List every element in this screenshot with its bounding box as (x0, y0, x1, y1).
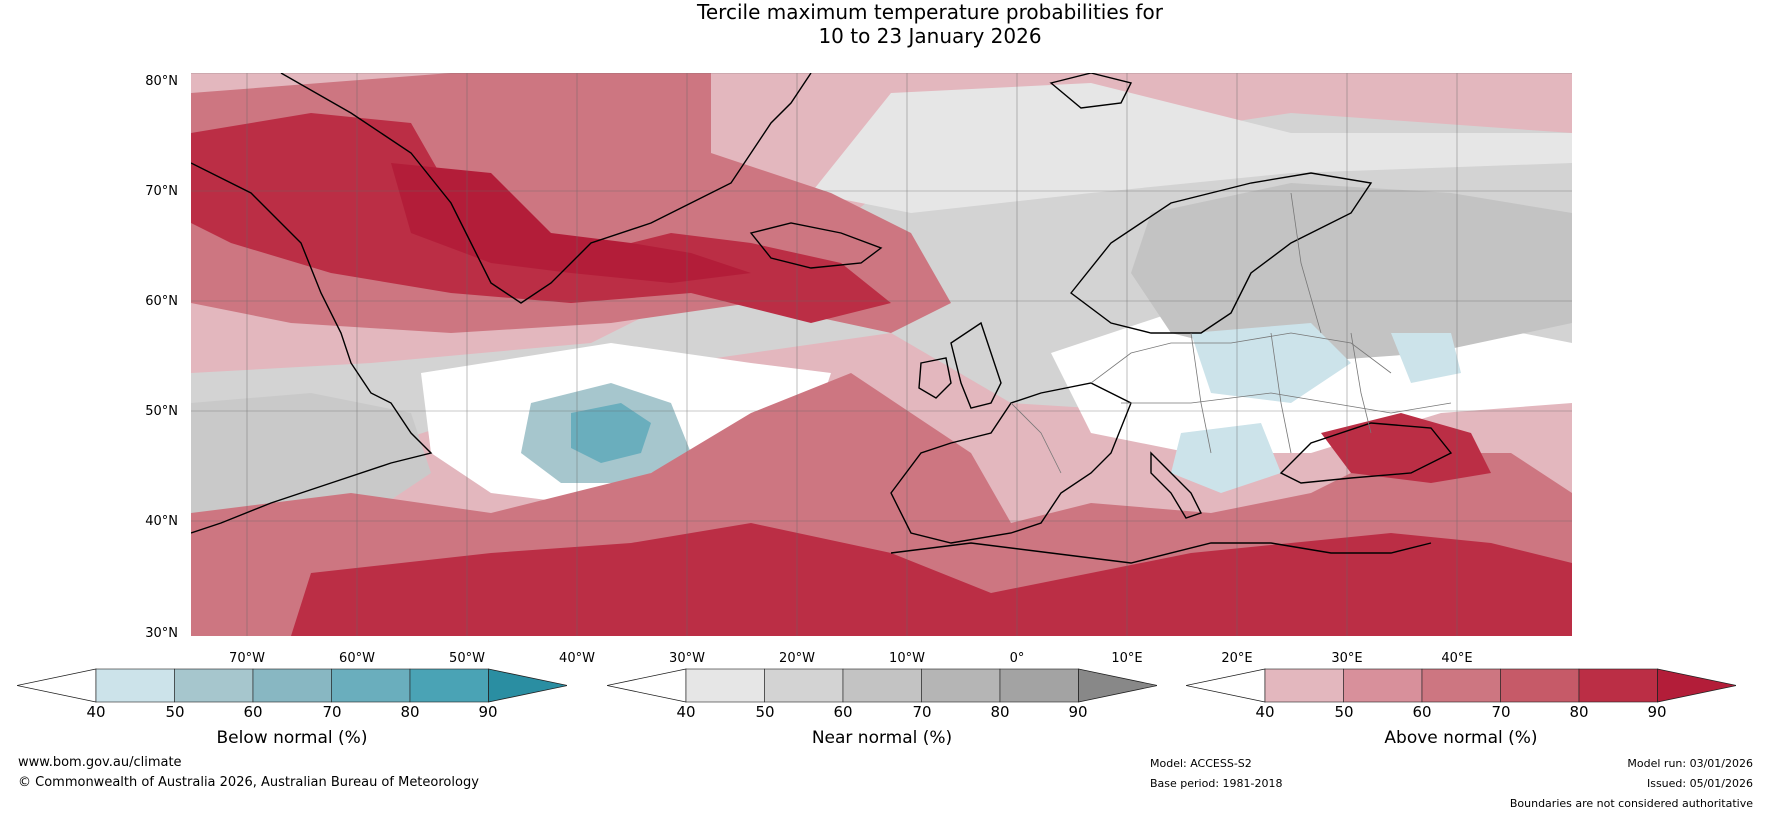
chart-title: Tercile maximum temperature probabilitie… (0, 0, 1770, 48)
lon-label-10e: 10°E (1111, 651, 1143, 666)
website-link[interactable]: www.bom.gov.au/climate (18, 755, 182, 770)
above-colorbar-segment (1421, 668, 1501, 703)
above-colorbar-segment (1578, 668, 1658, 703)
canada-coast (191, 162, 433, 534)
coastlines (191, 73, 1453, 564)
near-colorbar-segment (999, 668, 1079, 703)
below-colorbar-low-arrow (17, 668, 97, 703)
lon-label-20w: 20°W (779, 651, 815, 666)
above-colorbar-high-arrow (1657, 668, 1736, 703)
below-colorbar-segment (95, 668, 175, 703)
scandinavia-coast (1070, 172, 1373, 334)
cb-above-tick-80: 80 (1569, 703, 1589, 721)
lat-label-60n: 60°N (145, 294, 178, 309)
cb-below-tick-70: 70 (322, 703, 342, 721)
region-near-grey-north (811, 83, 1572, 213)
black-sea-coast (1279, 422, 1453, 484)
above-colorbar-low-arrow (1186, 668, 1266, 703)
cb-below-tick-40: 40 (86, 703, 106, 721)
lon-label-30e: 30°E (1331, 651, 1363, 666)
cb-below-tick-90: 90 (478, 703, 498, 721)
cb-near-tick-90: 90 (1068, 703, 1088, 721)
iberia-france-coast (890, 382, 1132, 544)
colorbar-above (1186, 668, 1736, 703)
svalbard-coast (1049, 73, 1133, 109)
graticule (191, 73, 1572, 636)
lat-label-30n: 30°N (145, 626, 178, 641)
lat-label-40n: 40°N (145, 514, 178, 529)
iceland-coast (749, 222, 883, 269)
italy-coast (1150, 451, 1202, 519)
region-above-80-blacksea (1321, 413, 1491, 483)
near-colorbar-high-arrow (1078, 668, 1157, 703)
near-colorbar-segment (921, 668, 1001, 703)
probability-map (191, 73, 1572, 636)
cb-below-label: Below normal (%) (216, 728, 368, 748)
model-run-text: Model run: 03/01/2026 (1627, 757, 1753, 770)
near-colorbar-segment (842, 668, 922, 703)
region-below-balkans (1171, 423, 1281, 493)
cb-above-tick-50: 50 (1334, 703, 1354, 721)
colorbar-near (607, 668, 1157, 703)
lon-label-10w: 10°W (889, 651, 925, 666)
title-line-1: Tercile maximum temperature probabilitie… (697, 0, 1163, 24)
below-colorbar-segment (331, 668, 411, 703)
near-colorbar-segment (764, 668, 844, 703)
below-colorbar-high-arrow (488, 668, 567, 703)
lon-label-40e: 40°E (1441, 651, 1473, 666)
issued-text: Issued: 05/01/2026 (1646, 777, 1753, 790)
cb-above-tick-40: 40 (1255, 703, 1275, 721)
lon-label-0: 0° (1009, 651, 1025, 666)
cb-below-tick-50: 50 (165, 703, 185, 721)
cb-near-tick-40: 40 (676, 703, 696, 721)
lat-label-70n: 70°N (145, 184, 178, 199)
below-colorbar-segment (174, 668, 254, 703)
cb-above-label: Above normal (%) (1384, 728, 1538, 748)
cb-above-tick-90: 90 (1647, 703, 1667, 721)
lat-label-50n: 50°N (145, 404, 178, 419)
cb-near-tick-80: 80 (990, 703, 1010, 721)
title-line-2: 10 to 23 January 2026 (818, 24, 1042, 48)
lon-label-30w: 30°W (669, 651, 705, 666)
below-colorbar-segment (252, 668, 332, 703)
mediterranean-coast (890, 542, 1432, 564)
lon-label-70w: 70°W (229, 651, 265, 666)
britain-coast (950, 321, 1002, 409)
cb-below-tick-60: 60 (243, 703, 263, 721)
cb-above-tick-60: 60 (1412, 703, 1432, 721)
lon-label-20e: 20°E (1221, 651, 1253, 666)
above-colorbar-segment (1500, 668, 1580, 703)
lon-label-40w: 40°W (559, 651, 595, 666)
above-colorbar-segment (1343, 668, 1423, 703)
cb-below-tick-80: 80 (400, 703, 420, 721)
near-colorbar-low-arrow (607, 668, 687, 703)
region-above-80-south (291, 523, 1572, 636)
lat-label-80n: 80°N (145, 74, 178, 89)
base-period-text: Base period: 1981-2018 (1150, 777, 1283, 790)
disclaimer-text: Boundaries are not considered authoritat… (1509, 797, 1753, 810)
cb-near-tick-70: 70 (912, 703, 932, 721)
below-colorbar-segment (409, 668, 489, 703)
region-above-90-greenland (391, 163, 751, 283)
country-borders (1010, 192, 1452, 474)
near-colorbar-segment (685, 668, 765, 703)
ireland-coast (918, 357, 952, 399)
region-near-grey-europe (1131, 183, 1572, 363)
cb-near-tick-60: 60 (833, 703, 853, 721)
cb-near-label: Near normal (%) (811, 728, 953, 748)
above-colorbar-segment (1264, 668, 1344, 703)
cb-near-tick-50: 50 (755, 703, 775, 721)
copyright-text: © Commonwealth of Australia 2026, Austra… (18, 775, 479, 790)
region-below-atlantic-core (571, 403, 651, 463)
lon-label-60w: 60°W (339, 651, 375, 666)
lon-label-50w: 50°W (449, 651, 485, 666)
region-below-russia (1391, 333, 1461, 383)
model-text: Model: ACCESS-S2 (1150, 757, 1252, 770)
cb-above-tick-70: 70 (1491, 703, 1511, 721)
map-svg (191, 73, 1572, 636)
greenland-coast (280, 73, 812, 304)
colorbar-below (17, 668, 567, 703)
